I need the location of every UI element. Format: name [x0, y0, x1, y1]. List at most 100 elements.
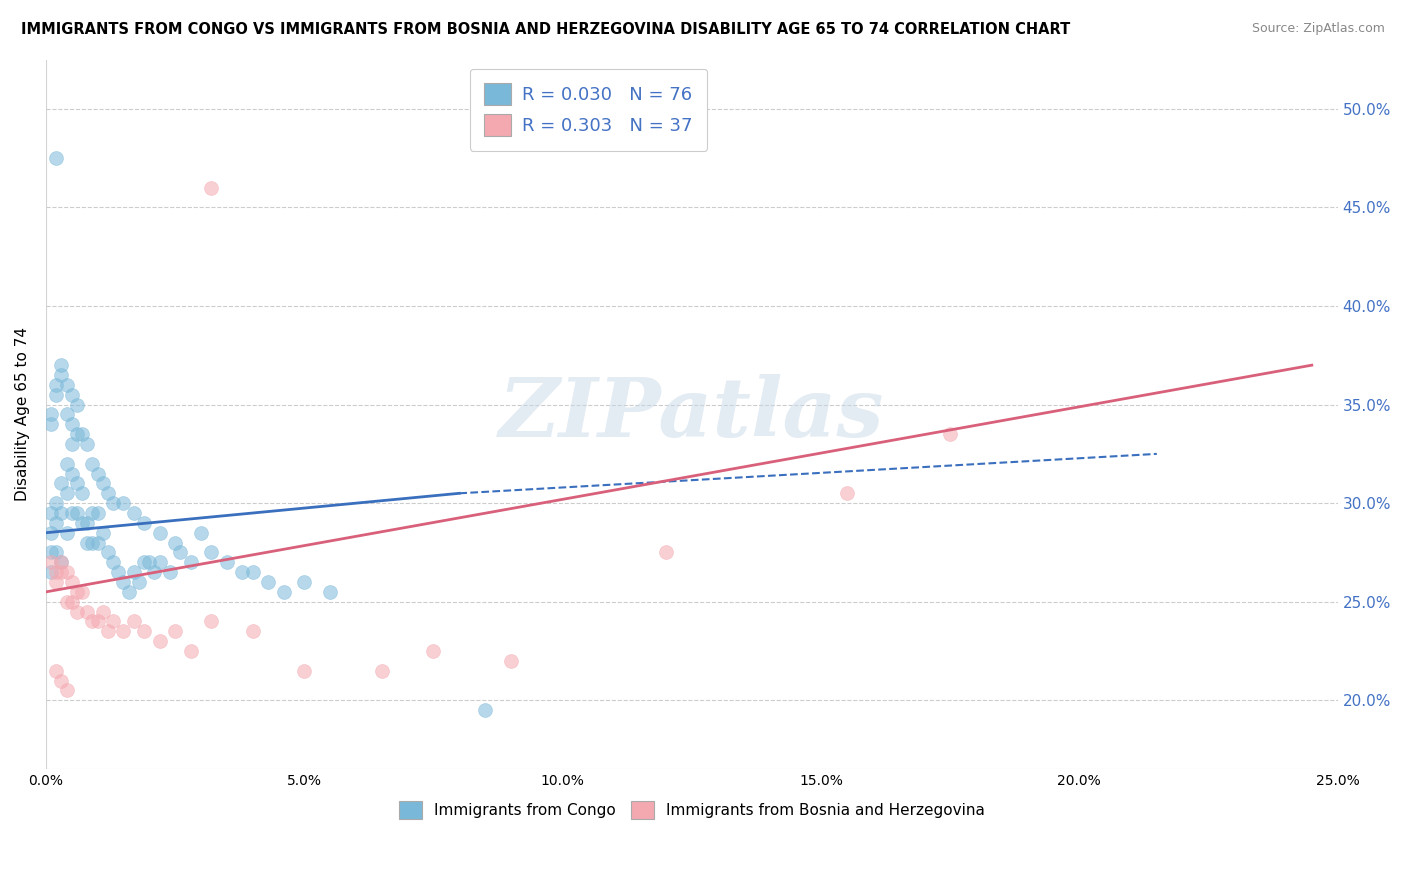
Point: [76, 605, 98, 619]
Point: [97, 486, 120, 500]
Point: [215, 555, 238, 569]
Point: [51, 506, 73, 520]
Point: [39, 506, 62, 520]
Point: [101, 615, 124, 629]
Point: [134, 555, 156, 569]
Point: [149, 634, 172, 648]
Point: [45, 664, 67, 678]
Point: [60, 467, 83, 481]
Point: [51, 565, 73, 579]
Point: [180, 555, 202, 569]
Point: [134, 516, 156, 530]
Point: [149, 525, 172, 540]
Point: [200, 180, 222, 194]
Point: [91, 476, 114, 491]
Point: [51, 368, 73, 382]
Point: [45, 496, 67, 510]
Point: [939, 427, 962, 442]
Point: [128, 574, 150, 589]
Point: [97, 624, 120, 639]
Point: [134, 624, 156, 639]
Point: [45, 545, 67, 559]
Point: [45, 377, 67, 392]
Point: [51, 555, 73, 569]
Point: [422, 644, 444, 658]
Point: [60, 506, 83, 520]
Point: [51, 476, 73, 491]
Point: [257, 574, 280, 589]
Point: [835, 486, 858, 500]
Point: [165, 535, 187, 549]
Point: [231, 565, 253, 579]
Point: [55, 486, 77, 500]
Point: [655, 545, 678, 559]
Point: [51, 555, 73, 569]
Point: [51, 673, 73, 688]
Point: [86, 467, 108, 481]
Text: ZIPatlas: ZIPatlas: [499, 375, 884, 454]
Point: [55, 595, 77, 609]
Point: [39, 555, 62, 569]
Point: [474, 703, 496, 717]
Point: [319, 585, 342, 599]
Point: [112, 574, 135, 589]
Point: [70, 516, 93, 530]
Point: [82, 457, 104, 471]
Point: [66, 585, 89, 599]
Point: [66, 506, 89, 520]
Point: [273, 585, 295, 599]
Point: [122, 565, 145, 579]
Point: [55, 565, 77, 579]
Point: [101, 555, 124, 569]
Text: Source: ZipAtlas.com: Source: ZipAtlas.com: [1251, 22, 1385, 36]
Point: [55, 525, 77, 540]
Y-axis label: Disability Age 65 to 74: Disability Age 65 to 74: [15, 327, 30, 501]
Point: [76, 437, 98, 451]
Point: [91, 525, 114, 540]
Point: [60, 388, 83, 402]
Point: [45, 388, 67, 402]
Point: [55, 683, 77, 698]
Point: [107, 565, 129, 579]
Point: [143, 565, 166, 579]
Point: [149, 555, 172, 569]
Point: [60, 437, 83, 451]
Point: [97, 545, 120, 559]
Point: [200, 615, 222, 629]
Point: [45, 565, 67, 579]
Point: [242, 565, 264, 579]
Point: [70, 486, 93, 500]
Point: [60, 574, 83, 589]
Point: [45, 151, 67, 165]
Point: [39, 417, 62, 432]
Point: [82, 535, 104, 549]
Point: [122, 615, 145, 629]
Point: [45, 516, 67, 530]
Point: [112, 496, 135, 510]
Point: [76, 535, 98, 549]
Point: [45, 574, 67, 589]
Point: [86, 506, 108, 520]
Point: [86, 615, 108, 629]
Point: [66, 398, 89, 412]
Point: [292, 664, 315, 678]
Point: [39, 408, 62, 422]
Point: [91, 605, 114, 619]
Point: [60, 595, 83, 609]
Point: [70, 585, 93, 599]
Point: [60, 417, 83, 432]
Text: IMMIGRANTS FROM CONGO VS IMMIGRANTS FROM BOSNIA AND HERZEGOVINA DISABILITY AGE 6: IMMIGRANTS FROM CONGO VS IMMIGRANTS FROM…: [21, 22, 1070, 37]
Point: [169, 545, 191, 559]
Point: [292, 574, 315, 589]
Point: [66, 605, 89, 619]
Point: [82, 615, 104, 629]
Point: [39, 525, 62, 540]
Point: [51, 358, 73, 372]
Point: [55, 457, 77, 471]
Point: [122, 506, 145, 520]
Point: [138, 555, 160, 569]
Point: [39, 545, 62, 559]
Point: [112, 624, 135, 639]
Point: [86, 535, 108, 549]
Point: [371, 664, 394, 678]
